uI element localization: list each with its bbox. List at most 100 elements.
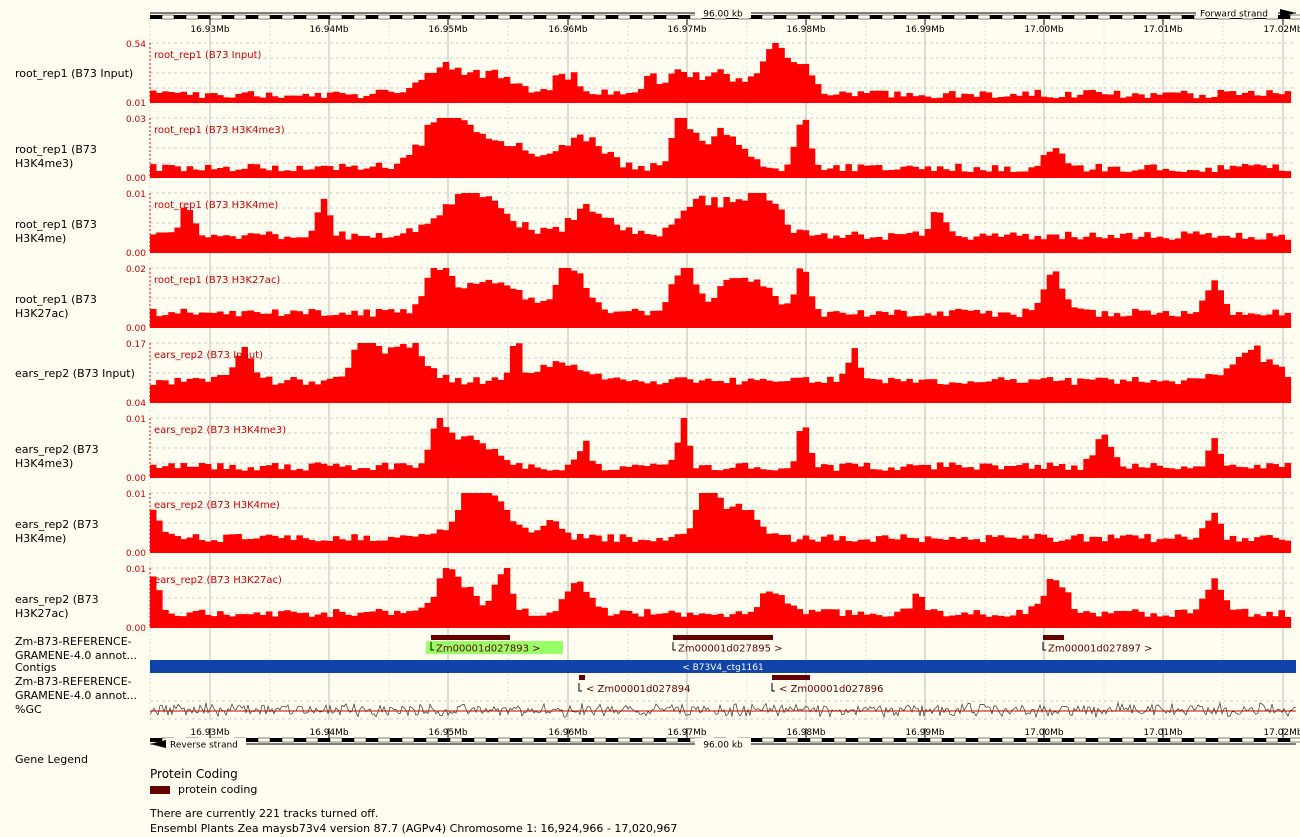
signal-bar xyxy=(608,313,615,328)
signal-bar xyxy=(168,232,175,253)
signal-bar xyxy=(766,201,773,253)
scale-segment xyxy=(342,15,354,19)
signal-bar xyxy=(980,542,987,553)
ruler-tick-label: 16.97Mb xyxy=(667,25,707,35)
signal-bar xyxy=(510,594,517,628)
signal-bar xyxy=(931,469,938,478)
signal-bar xyxy=(858,540,865,553)
gene-feature[interactable]: Zm00001d027895 > xyxy=(673,635,782,655)
signal-bar xyxy=(492,283,499,328)
signal-bar xyxy=(181,309,188,328)
signal-bar xyxy=(1138,169,1145,178)
signal-bar xyxy=(913,538,920,553)
legend-item: protein coding xyxy=(150,783,257,796)
gene-label[interactable]: Zm00001d027893 > xyxy=(436,644,540,655)
gc-track[interactable] xyxy=(150,701,1296,719)
contig-track[interactable]: < B73V4_ctg1161 xyxy=(150,660,1296,673)
gene-bar[interactable] xyxy=(431,635,510,640)
signal-bar xyxy=(431,597,438,628)
signal-bar xyxy=(1199,301,1206,328)
signal-bar xyxy=(620,379,627,403)
signal-bar xyxy=(455,577,462,628)
scale-segment xyxy=(294,15,306,19)
signal-bar xyxy=(406,536,413,553)
signal-bar xyxy=(1236,357,1243,403)
signal-bar xyxy=(675,218,682,253)
signal-bar xyxy=(156,521,163,553)
signal-bar xyxy=(961,310,968,328)
signal-bar xyxy=(547,154,554,178)
gene-feature[interactable]: < Zm00001d027896 xyxy=(772,675,883,695)
signal-bar xyxy=(1071,609,1078,628)
signal-bar xyxy=(803,535,810,553)
signal-bar xyxy=(730,278,737,328)
gene-feature[interactable]: < Zm00001d027894 xyxy=(579,675,690,695)
signal-bar xyxy=(370,470,377,478)
gene-bar[interactable] xyxy=(673,635,773,640)
signal-bar xyxy=(589,212,596,253)
signal-bar xyxy=(565,80,572,103)
signal-bar xyxy=(1102,311,1109,328)
signal-bar xyxy=(467,436,474,478)
signal-bar xyxy=(1144,383,1151,403)
top-ruler: 16.93Mb 16.94Mb 16.95Mb 16.96Mb 16.97Mb 16.98… xyxy=(150,7,1300,35)
signal-bar xyxy=(638,166,645,178)
scale-segment xyxy=(486,15,498,19)
gene-feature[interactable]: Zm00001d027897 > xyxy=(1043,635,1152,655)
signal-bar xyxy=(418,80,425,103)
gene-label[interactable]: Zm00001d027897 > xyxy=(1048,644,1152,655)
signal-bar xyxy=(211,377,218,403)
scale-segment xyxy=(834,738,846,742)
signal-bar xyxy=(583,141,590,178)
signal-bar xyxy=(1224,91,1231,103)
signal-bar xyxy=(571,271,578,328)
ruler-tick-label: 17.01Mb xyxy=(1143,25,1183,35)
signal-bar xyxy=(656,84,663,103)
signal-bar xyxy=(211,313,218,328)
signal-bar xyxy=(345,465,352,478)
signal-bar xyxy=(205,313,212,328)
signal-bar xyxy=(1181,466,1188,478)
signal-bar xyxy=(290,96,297,103)
signal-bar xyxy=(357,613,364,628)
signal-bar xyxy=(1022,92,1029,103)
signal-bar xyxy=(748,379,755,403)
signal-bar xyxy=(1035,380,1042,403)
signal-bar xyxy=(528,154,535,178)
gene-bar[interactable] xyxy=(579,675,585,680)
gene-label[interactable]: < Zm00001d027896 xyxy=(779,684,883,695)
signal-bar xyxy=(510,346,517,403)
signal-bar xyxy=(931,538,938,553)
signal-bar xyxy=(650,235,657,253)
gene-bar[interactable] xyxy=(772,675,810,680)
gene-bar[interactable] xyxy=(1043,635,1064,640)
signal-bar xyxy=(1028,469,1035,478)
contig-label[interactable]: < B73V4_ctg1161 xyxy=(682,663,764,673)
signal-bar xyxy=(730,202,737,253)
signal-bar xyxy=(742,201,749,253)
signal-bar xyxy=(1224,466,1231,478)
signal-bar xyxy=(980,382,987,403)
signal-bar xyxy=(815,84,822,103)
signal-bar xyxy=(797,268,804,328)
gene-feature[interactable]: Zm00001d027893 > xyxy=(426,635,563,655)
signal-bar xyxy=(303,613,310,628)
signal-bar xyxy=(382,611,389,628)
signal-bar xyxy=(1157,170,1164,178)
signal-bar xyxy=(791,606,798,628)
signal-bar xyxy=(504,460,511,478)
signal-bar xyxy=(284,314,291,328)
gene-label[interactable]: < Zm00001d027894 xyxy=(586,684,690,695)
signal-bar xyxy=(223,235,230,253)
gene-label[interactable]: Zm00001d027895 > xyxy=(678,644,782,655)
signal-bar xyxy=(553,151,560,178)
